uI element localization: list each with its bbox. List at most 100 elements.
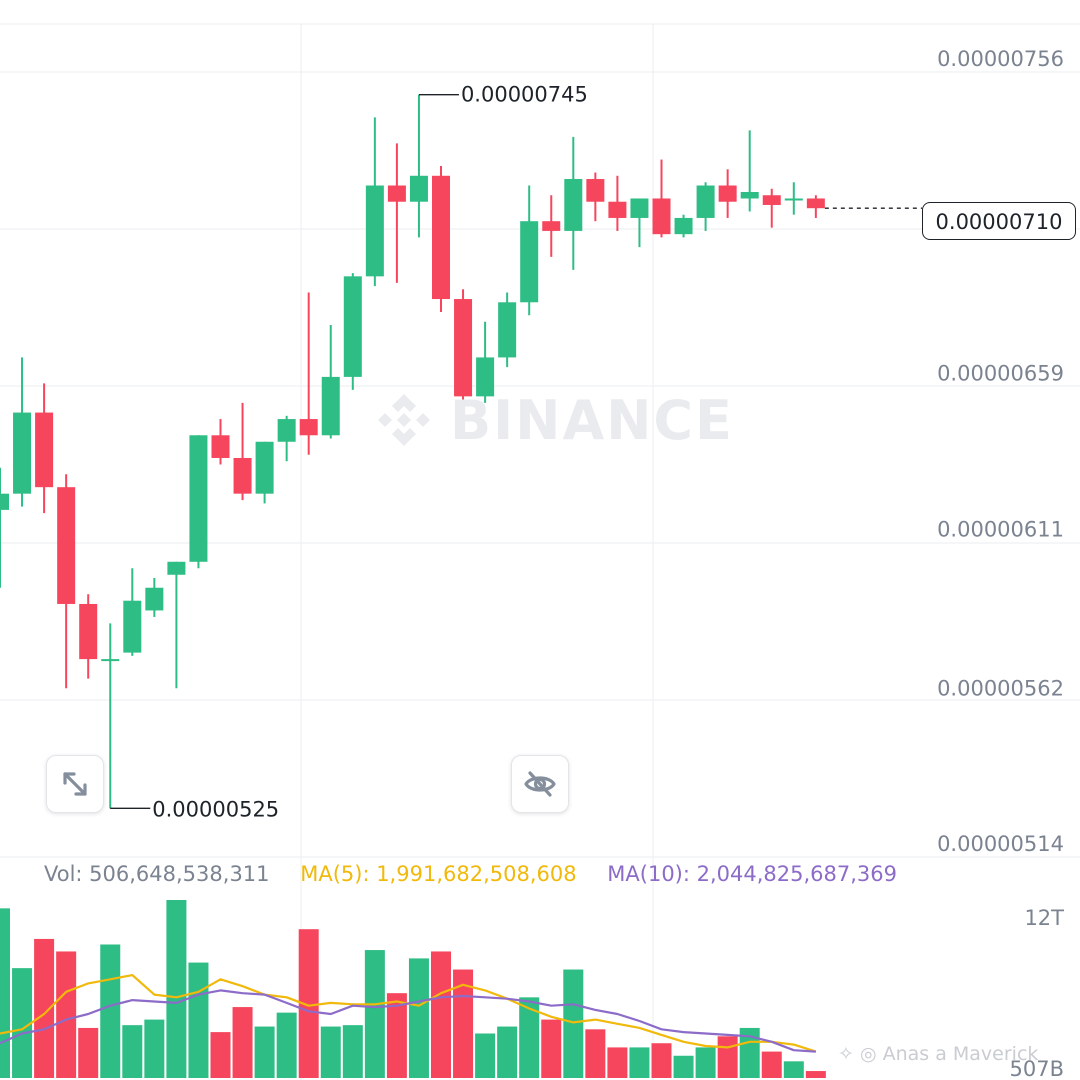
candle-up <box>674 217 693 235</box>
candle-down <box>233 457 252 494</box>
volume-bar <box>386 993 407 1078</box>
volume-bar <box>210 1032 231 1078</box>
volume-bar <box>320 1026 341 1078</box>
volume-bar <box>497 1026 518 1078</box>
hide-indicators-button[interactable] <box>511 755 569 813</box>
candle-up <box>13 412 32 494</box>
volume-bar <box>276 1012 297 1078</box>
volume-bar <box>122 1025 143 1078</box>
volume-bar <box>607 1047 628 1078</box>
volume-bar <box>761 1051 782 1078</box>
eye-slash-icon <box>524 771 556 797</box>
volume-bar <box>541 1019 562 1078</box>
candle-up <box>784 198 803 201</box>
volume-bar <box>364 950 385 1078</box>
candle-down <box>35 412 54 488</box>
volume-bar <box>805 1071 826 1078</box>
volume-legend-ma10: MA(10): 2,044,825,687,369 <box>607 862 898 886</box>
volume-bar <box>100 944 121 1078</box>
candle-up <box>476 357 495 397</box>
candle-down <box>586 179 605 202</box>
candle-down <box>762 195 781 205</box>
low-price-label: 0.00000525 <box>152 797 279 821</box>
ma10-line <box>0 989 816 1053</box>
volume-tick-label: 12T <box>1024 906 1064 930</box>
expand-button[interactable] <box>46 755 104 813</box>
price-axis: 0.00000756 0.00000659 0.00000611 0.00000562… <box>937 47 1064 1080</box>
volume-bar <box>739 1027 760 1078</box>
volume-bar <box>56 951 77 1078</box>
candle-down <box>387 185 406 202</box>
volume-bar <box>78 1027 99 1078</box>
candle-up <box>277 419 296 442</box>
volume-bar <box>783 1061 804 1078</box>
binance-watermark-text: BINANCE <box>450 388 734 452</box>
volume-legend-ma5: MA(5): 1,991,682,508,608 <box>300 862 577 886</box>
volume-bar <box>188 962 209 1078</box>
chart-grid <box>0 23 1080 1080</box>
candle-up <box>409 175 428 202</box>
candle-down <box>718 185 737 202</box>
volume-bar <box>232 1007 253 1078</box>
price-tick-label: 0.00000611 <box>937 517 1064 541</box>
volume-bar <box>166 900 187 1078</box>
candle-up <box>740 191 759 199</box>
candle-up <box>321 376 340 436</box>
volume-bar <box>563 969 584 1078</box>
volume-bar <box>12 968 33 1078</box>
price-tick-label: 0.00000659 <box>937 362 1064 386</box>
candle-down <box>299 419 318 436</box>
current-price-tag: 0.00000710 <box>922 202 1076 240</box>
volume-bar <box>34 938 55 1078</box>
candle-down <box>542 221 561 231</box>
candle-down <box>806 198 825 209</box>
binance-logo-icon <box>378 394 430 446</box>
volume-bar <box>298 929 319 1078</box>
candle-up <box>564 179 583 231</box>
candle-up <box>365 185 384 277</box>
volume-legend: Vol: 506,648,538,311 MA(5): 1,991,682,50… <box>44 858 921 890</box>
user-watermark: ✧ ◎ Anas a Maverick <box>838 1043 1038 1065</box>
candle-down <box>211 435 230 458</box>
candle-down <box>432 175 450 300</box>
candle-up <box>0 493 9 510</box>
candle-up <box>167 561 186 575</box>
candle-up <box>145 587 164 611</box>
user-watermark-text: Anas a Maverick <box>882 1043 1039 1065</box>
volume-legend-vol: Vol: 506,648,538,311 <box>44 862 270 886</box>
volume-bar <box>717 1036 738 1078</box>
candle-up <box>101 659 120 662</box>
price-tick-label: 0.00000562 <box>937 676 1064 700</box>
candle-up <box>123 600 142 653</box>
candle-down <box>454 299 473 397</box>
volume-layer <box>0 900 826 1078</box>
candle-up <box>630 198 649 218</box>
price-tick-label: 0.00000756 <box>937 47 1064 71</box>
candle-up <box>520 221 539 303</box>
candle-up <box>696 185 715 218</box>
volume-bar <box>673 1055 694 1078</box>
high-low-annotations: 0.00000745 0.00000525 <box>110 83 588 821</box>
candles-layer <box>0 94 922 809</box>
candle-up <box>255 441 274 494</box>
candle-up <box>343 276 362 377</box>
volume-bar <box>144 1019 165 1078</box>
moving-average-lines <box>0 973 817 1053</box>
high-price-label: 0.00000745 <box>461 83 588 107</box>
user-watermark-icon: ✧ ◎ <box>838 1043 883 1065</box>
volume-bar <box>475 1033 496 1078</box>
volume-bar <box>254 1026 275 1078</box>
volume-bar <box>651 1043 672 1078</box>
candle-down <box>57 487 76 604</box>
candle-up <box>498 302 517 358</box>
volume-bar <box>629 1047 650 1078</box>
binance-watermark: BINANCE <box>372 388 734 452</box>
price-tick-label: 0.00000514 <box>937 832 1064 856</box>
candle-up <box>189 435 208 562</box>
volume-bar <box>408 958 429 1078</box>
volume-bar <box>431 951 451 1078</box>
volume-bottom-label: 507B <box>1010 1057 1065 1080</box>
volume-bar <box>585 1029 606 1078</box>
expand-arrows-icon <box>63 772 87 796</box>
